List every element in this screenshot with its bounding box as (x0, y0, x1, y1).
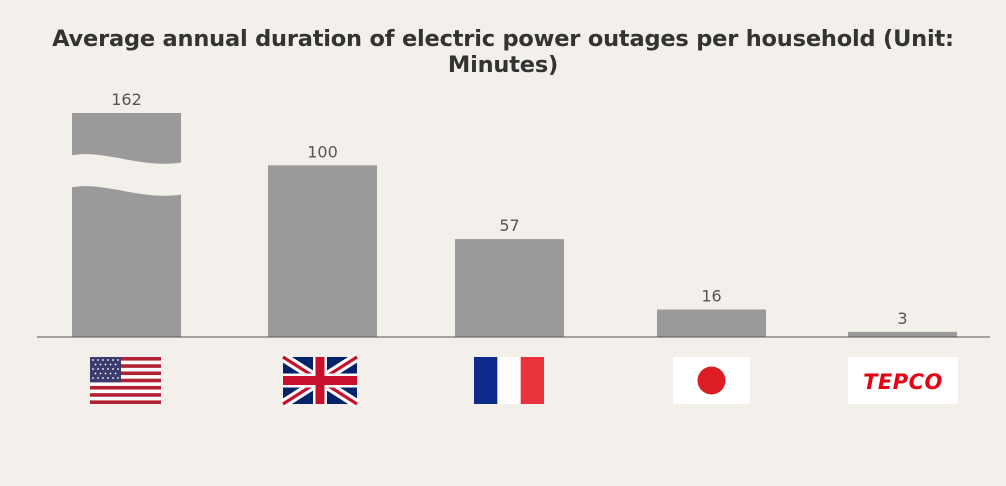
us-flag-icon (90, 357, 161, 404)
tepco-logo-text: TEPCO (863, 370, 943, 394)
value-label: 162 (111, 90, 142, 109)
value-label: 3 (897, 309, 907, 328)
chart-title: Average annual duration of electric powe… (52, 26, 954, 78)
uk-flag-icon (280, 352, 360, 409)
bar-united-states (72, 113, 181, 337)
value-label: 100 (307, 142, 338, 161)
axis-break-mark (62, 154, 193, 196)
japan-flag-icon (673, 357, 750, 404)
france-flag-icon (474, 357, 544, 404)
value-labels-layer: 162 100 57 16 3 (111, 90, 907, 328)
bars-layer (62, 113, 957, 337)
value-label: 16 (701, 287, 721, 306)
bar-japan (657, 309, 766, 337)
bar-tepco (848, 331, 957, 337)
tepco-logo-icon: TEPCO (848, 357, 958, 404)
bar-united-kingdom (268, 165, 377, 337)
value-label: 57 (499, 216, 519, 235)
bar-france (455, 239, 564, 337)
